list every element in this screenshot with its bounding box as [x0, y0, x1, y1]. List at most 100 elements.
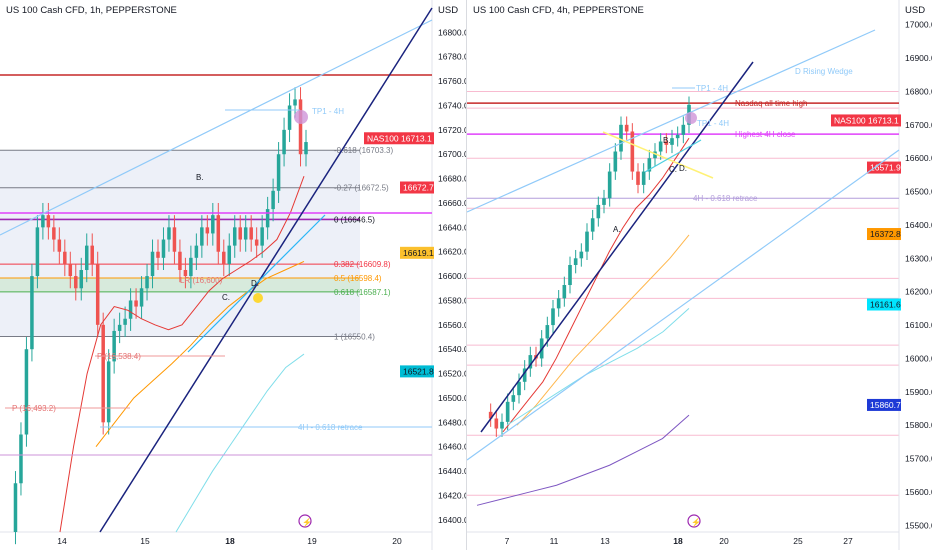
candle-body: [298, 99, 303, 155]
wedge-break-line: [602, 131, 714, 179]
candle-body: [287, 105, 292, 130]
trendline: [480, 61, 754, 433]
wedge-line: [644, 139, 702, 173]
price-tag-text: 16161.6: [870, 300, 901, 310]
candle-body: [488, 411, 493, 419]
candle-body: [41, 215, 45, 228]
ma-cyan-line: [506, 308, 690, 426]
y-tick-label: 15700.00: [905, 454, 932, 464]
price-tag-text: 16619.1: [403, 248, 434, 258]
price-tag-bg: [400, 365, 434, 378]
candle-body: [568, 264, 572, 286]
tp-label: TP1 - 4H: [696, 84, 728, 93]
price-tag-text: NAS100 16713.1: [834, 115, 899, 125]
level-label: 4H - 0.618 retrace: [693, 194, 758, 203]
candle-body: [57, 239, 62, 252]
y-tick-label: 16580.00: [438, 295, 466, 305]
candle-body: [647, 158, 652, 172]
candle-body: [200, 227, 204, 246]
price-tag-bg: [364, 132, 434, 145]
price-tag-text: NAS100 16713.1: [367, 133, 432, 143]
y-tick-label: 16100.00: [905, 320, 932, 330]
candle-body: [145, 276, 149, 289]
price-tag: 15860.7: [867, 398, 901, 411]
x-tick-label: 27: [843, 536, 853, 546]
candle-body: [161, 239, 166, 258]
candle-body: [271, 190, 275, 210]
candle-body: [211, 215, 215, 234]
point-d-label: D.: [679, 164, 687, 173]
candle-body: [664, 141, 669, 145]
chart-svg-1h[interactable]: 16400.00 16420.00 16440.00 16460.00 16480.00…: [0, 0, 466, 550]
chart-panel-4h[interactable]: US 100 Cash CFD, 4h, PEPPERSTONE USD 155…: [466, 0, 932, 550]
price-tag: NAS100 16713.1: [364, 132, 434, 145]
tp-label: TP1 - 4H: [312, 107, 344, 116]
candle-body: [500, 421, 504, 429]
y-tick-label: 16460.00: [438, 442, 466, 452]
highlight-dot: [685, 112, 697, 124]
y-tick-label: 16400.00: [905, 220, 932, 230]
candle-body: [636, 171, 640, 185]
candle-body: [183, 270, 188, 277]
price-tag-bg: [867, 298, 901, 311]
candle-body: [139, 288, 144, 307]
y-tick-label: 16000.00: [905, 353, 932, 363]
candle-body: [24, 349, 29, 435]
candle-body: [613, 151, 618, 172]
x-tick-label: 13: [600, 536, 610, 546]
wedge-label: D Rising Wedge: [795, 67, 853, 76]
level-label: 0.618 (16587.1): [334, 288, 391, 297]
candle-body: [232, 227, 237, 246]
price-tag: 16672.7: [400, 181, 434, 194]
candle-body: [150, 251, 155, 277]
candle-body: [167, 227, 171, 240]
y-tick-label: 16740.00: [438, 100, 466, 110]
point-b-label: B.: [663, 136, 671, 145]
candle-body: [68, 263, 73, 277]
candle-body: [545, 325, 550, 339]
price-tag-bg: [867, 398, 901, 411]
y-tick-label: 16600.00: [438, 271, 466, 281]
candle-body: [596, 204, 601, 219]
candle-body: [35, 227, 40, 277]
y-tick-label: 16420.00: [438, 490, 466, 500]
price-tag-text: 15860.7: [870, 400, 901, 410]
y-tick-label: 16780.00: [438, 52, 466, 62]
level-label: Highest 4H close: [735, 130, 796, 139]
candle-body: [658, 141, 663, 152]
candle-body: [46, 215, 51, 228]
candle-body: [90, 245, 94, 264]
candle-body: [522, 368, 527, 382]
candle-body: [238, 227, 242, 240]
candle-body: [30, 276, 34, 350]
chart-panel-1h[interactable]: US 100 Cash CFD, 1h, PEPPERSTONE USD 164…: [0, 0, 466, 550]
candle-body: [79, 270, 84, 289]
candle-body: [511, 395, 516, 402]
candle-body: [222, 251, 226, 264]
x-tick-label: 20: [719, 536, 729, 546]
currency-label: USD: [438, 5, 459, 16]
point-c-label: C.: [669, 165, 677, 174]
candle-body: [585, 231, 589, 252]
y-tick-label: 16760.00: [438, 76, 466, 86]
price-tag-bg: [400, 181, 434, 194]
level-label: 0.382 (16609.8): [334, 260, 391, 269]
candle-body: [19, 434, 23, 484]
y-tick-label: 16300.00: [905, 253, 932, 263]
trendline: [99, 7, 433, 533]
x-tick-label: 15: [140, 536, 150, 546]
candle-body: [624, 124, 629, 132]
candle-body: [579, 251, 584, 259]
tp-label: TP1 - 4H: [697, 119, 729, 128]
y-tick-label: 15800.00: [905, 420, 932, 430]
chart-svg-4h[interactable]: 15500.00 15600.00 15700.00 15800.00 15900.00…: [467, 0, 932, 550]
price-tag: 16372.8: [867, 228, 901, 241]
candle-body: [106, 361, 111, 423]
x-tick-label: 18: [225, 536, 235, 546]
point-b-label: B.: [196, 173, 204, 182]
pivot-label: P (16,493.2): [12, 404, 56, 413]
candle-body: [681, 124, 686, 135]
price-tag: 16161.6: [867, 298, 901, 311]
price-tag: 16571.9: [867, 161, 901, 174]
chart-title: US 100 Cash CFD, 4h, PEPPERSTONE: [473, 5, 644, 16]
